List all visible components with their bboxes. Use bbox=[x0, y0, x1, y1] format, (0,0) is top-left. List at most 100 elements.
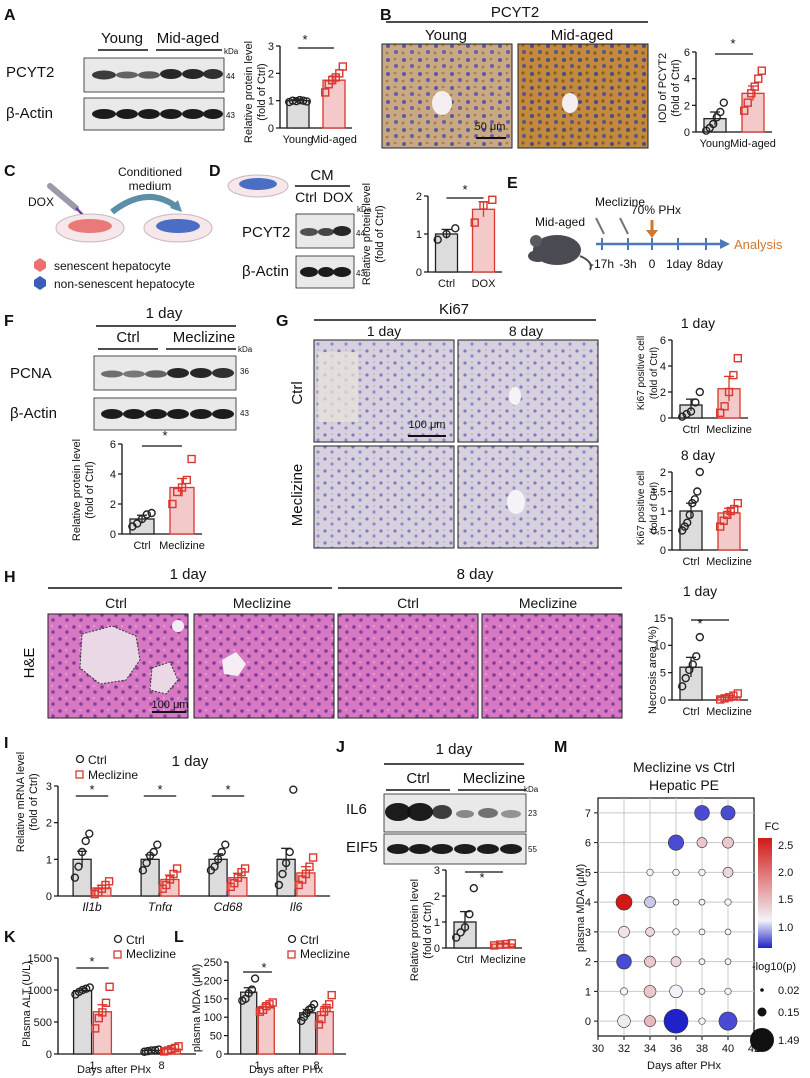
significance-star: * bbox=[302, 32, 307, 47]
y-tick-label: 2 bbox=[110, 499, 116, 511]
panel-j-blot: 1 day Ctrl Meclizine kDa IL6 23 EIF5 55 bbox=[346, 741, 539, 865]
chart-i: 0 1 2 3 Il1b * Tnfα * Cd68 * Il6 bbox=[46, 781, 330, 914]
bubble bbox=[643, 985, 657, 998]
timepoint: 0 bbox=[649, 257, 656, 271]
y-tick-label: 0 bbox=[416, 267, 422, 279]
data-point bbox=[754, 74, 763, 83]
data-point bbox=[740, 106, 749, 115]
panel-a-blot: Young Mid-aged kDa PCYT2 44 β-Actin 43 bbox=[6, 30, 239, 131]
scale-bar-label: 100 μm bbox=[409, 419, 446, 431]
bubble bbox=[645, 927, 655, 937]
y-tick-label: 0 bbox=[660, 413, 666, 425]
chart-l-ylabel: plasma MDA (μM) bbox=[191, 964, 203, 1052]
legend-meclizine: Meclizine bbox=[88, 768, 138, 782]
data-point bbox=[250, 974, 260, 983]
central-vein bbox=[562, 93, 578, 113]
bubble bbox=[672, 928, 680, 936]
medium-label: medium bbox=[129, 179, 172, 193]
data-point bbox=[168, 499, 177, 509]
data-point bbox=[469, 884, 478, 893]
he-image-ctrl-8day bbox=[337, 613, 479, 719]
mouse-icon bbox=[528, 235, 592, 271]
panel-d-blot: CM Ctrl DOX kDa PCYT2 44 β-Actin 43 bbox=[227, 167, 372, 289]
image-col-mid-aged: Mid-aged bbox=[551, 27, 614, 44]
lane-ctrl: Ctrl bbox=[295, 189, 317, 205]
y-tick-label: 3 bbox=[434, 865, 440, 877]
y-tick-label: 2 bbox=[268, 68, 274, 80]
bubble bbox=[616, 953, 632, 970]
timeline-arrow-icon bbox=[720, 239, 730, 249]
y-tick-label: 100 bbox=[204, 1012, 222, 1024]
svg-text:(fold of Ctrl): (fold of Ctrl) bbox=[649, 347, 660, 399]
data-point bbox=[142, 858, 151, 868]
y-tick-label: 150 bbox=[204, 994, 222, 1006]
y-tick-label: 0 bbox=[660, 695, 666, 707]
size-legend-title: -log10(p) bbox=[752, 961, 796, 973]
data-point bbox=[681, 673, 690, 683]
y-tick-label: 2 bbox=[684, 100, 690, 112]
panel-letter-c: C bbox=[4, 163, 16, 180]
y-tick-label: 0 bbox=[46, 891, 52, 903]
necrotic-region bbox=[318, 352, 358, 422]
protein-label-actin: β-Actin bbox=[242, 263, 289, 280]
arrow-head-icon bbox=[170, 200, 182, 212]
group-label-meclizine: Meclizine bbox=[463, 770, 526, 787]
data-point bbox=[479, 201, 488, 210]
y-tick-label: 1 bbox=[434, 917, 440, 929]
panel-letter-i: I bbox=[4, 735, 8, 752]
legend-ctrl: Ctrl bbox=[300, 933, 319, 947]
chart-j: 0 1 2 3 Ctrl Meclizine bbox=[434, 865, 526, 966]
x-tick-label: Cd68 bbox=[214, 900, 243, 914]
data-point bbox=[138, 866, 148, 875]
data-point bbox=[302, 97, 311, 106]
panel-f-blot: 1 day Ctrl Meclizine kDa PCNA 36 β-Actin… bbox=[10, 305, 253, 431]
data-point bbox=[733, 354, 742, 363]
data-point bbox=[172, 487, 182, 497]
protein-label-il6: IL6 bbox=[346, 801, 367, 818]
y-tick-label: 0 bbox=[660, 545, 666, 557]
data-point bbox=[470, 218, 479, 227]
panel-f-title: 1 day bbox=[146, 305, 183, 322]
data-point bbox=[153, 840, 162, 849]
size-legend-label: 0.02 bbox=[778, 985, 799, 997]
chart-m-ylabel: plasma MDA (μM) bbox=[575, 864, 587, 952]
x-tick-label: Meclizine bbox=[706, 424, 752, 436]
data-point bbox=[308, 853, 318, 862]
data-point bbox=[182, 475, 192, 485]
legend-marker-meclizine bbox=[75, 770, 84, 779]
ihc-image-mid-aged bbox=[517, 43, 649, 149]
svg-text:(fold of Ctrl): (fold of Ctrl) bbox=[256, 63, 268, 120]
chart-i-ylabel: Relative mRNA level (fold of Ctrl) bbox=[15, 752, 40, 852]
panel-m-title-1: Meclizine vs Ctrl bbox=[633, 759, 735, 775]
y-tick-label: 0 bbox=[268, 123, 274, 135]
cm-label: CM bbox=[310, 167, 333, 184]
image-col-young: Young bbox=[425, 27, 467, 44]
data-point bbox=[692, 652, 701, 661]
panel-h-images: 1 day 8 day Ctrl Meclizine Ctrl Meclizin… bbox=[21, 566, 623, 719]
chart-f-ylabel: Relative protein level (fold of Ctrl) bbox=[71, 439, 96, 541]
timepoint: -3h bbox=[619, 257, 636, 271]
svg-text:Ki67 positive cell: Ki67 positive cell bbox=[636, 336, 647, 410]
kda-value: 36 bbox=[240, 367, 249, 376]
y-tick-label: 1000 bbox=[28, 985, 52, 997]
data-point bbox=[743, 98, 752, 107]
analysis-label: Analysis bbox=[734, 237, 783, 252]
chart-h: 0 5 10 15 Ctrl Meclizine bbox=[654, 613, 752, 718]
data-point bbox=[70, 873, 80, 882]
data-point bbox=[278, 869, 287, 879]
y-tick-label: 1 bbox=[268, 96, 274, 108]
chart-g2-title: 8 day bbox=[681, 447, 715, 463]
data-point bbox=[695, 632, 704, 642]
kda-value: 44 bbox=[356, 229, 365, 238]
data-point bbox=[285, 847, 294, 857]
bubble bbox=[722, 867, 734, 878]
phx-label: 70% PHx bbox=[631, 203, 681, 217]
protein-label-pcyt2: PCYT2 bbox=[242, 224, 290, 241]
legend-non-senescent: non-senescent hepatocyte bbox=[54, 277, 195, 291]
y-tick-label: 0 bbox=[585, 1016, 591, 1028]
data-point bbox=[213, 855, 223, 864]
colorbar-title: FC bbox=[765, 821, 780, 833]
panel-letter-e: E bbox=[507, 175, 518, 192]
data-point bbox=[338, 62, 347, 71]
